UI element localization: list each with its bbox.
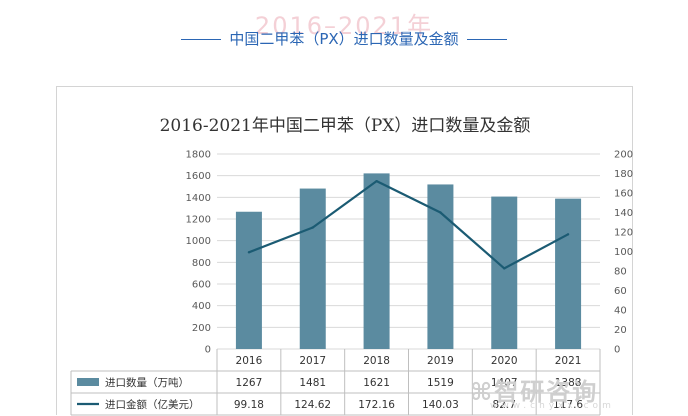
y-tick-right-label: 120 [614,228,633,239]
header-title: 中国二甲苯（PX）进口数量及金额 [0,28,688,49]
y-tick-left-label: 800 [192,258,211,269]
chart-svg: 2016-2021年中国二甲苯（PX）进口数量及金额 0200400600800… [70,116,633,416]
logo-icon: ⌘ [470,378,495,406]
y-tick-right-label: 160 [614,189,633,200]
line-point [247,251,251,254]
logo: ⌘智研咨询 [470,372,598,407]
x-tick-label: 2018 [363,355,390,367]
y-tick-right-label: 40 [614,306,627,317]
line-series-path [248,179,569,270]
y-tick-left-label: 1400 [186,193,211,204]
data-label: 140.03 [422,399,459,411]
line-point [503,267,506,270]
watermark-title: 2016–2021年 [254,12,434,40]
y-tick-right-label: 140 [614,208,633,219]
y-tick-left-label: 1000 [186,236,211,247]
data-label: 172.16 [358,399,395,411]
x-tick-label: 2017 [299,355,326,367]
data-label: 124.62 [294,399,331,411]
data-label: 1621 [363,377,390,389]
data-label: 1519 [427,377,454,389]
data-label: 99.18 [234,399,264,411]
logo-subtext: www.chyxx.com [490,401,615,411]
chart-title: 2016-2021年中国二甲苯（PX）进口数量及金额 [160,116,531,136]
grid-lines [217,153,600,350]
bar [363,173,390,349]
y-tick-right-label: 20 [614,325,627,336]
legend-swatch-bar [77,378,99,386]
x-tick-label: 2019 [427,355,454,367]
y-tick-right-label: 100 [614,247,633,258]
y-tick-left-label: 600 [192,280,211,291]
data-label: 1481 [299,377,326,389]
legend-label: 进口金额（亿美元） [105,398,200,411]
line-point [375,179,378,183]
data-table: 2016 2017 2018 2019 2020 2021 进口数量（万吨） 进口金额（亿美元… [70,349,601,416]
line-point [439,211,442,214]
y-axis-left-labels: 0 200 400 600 800 1000 1200 1400 1600 1800 [186,150,211,356]
x-tick-label: 2016 [236,355,263,367]
y-tick-right-label: 60 [614,286,627,297]
y-tick-right-label: 180 [614,169,633,180]
y-axis-right-labels: 0 20 40 60 80 100 120 140 160 180 200 [614,150,633,356]
data-label: 117.6 [553,399,583,411]
header-title-text: 中国二甲苯（PX）进口数量及金额 [229,30,459,48]
y-tick-left-label: 200 [192,323,211,334]
bar [235,211,262,349]
y-tick-right-label: 0 [614,345,620,356]
y-tick-left-label: 1800 [186,150,211,161]
data-label: 1388 [555,377,582,389]
data-label: 1267 [236,377,263,389]
y-tick-left-label: 0 [205,345,211,356]
line-point [566,233,570,236]
header-rule-left [181,39,222,40]
bar-series [235,173,582,349]
bar [555,198,582,349]
data-label: 82.7 [493,399,516,411]
x-tick-label: 2021 [555,355,582,367]
bar [299,188,326,349]
legend-label: 进口数量（万吨） [105,376,189,389]
x-tick-label: 2020 [491,355,518,367]
y-tick-left-label: 1600 [186,171,211,182]
bar [491,196,518,349]
line-point [311,226,314,229]
line-series [247,179,570,270]
y-tick-right-label: 80 [614,267,627,278]
y-tick-left-label: 1200 [186,215,211,226]
data-label: 1407 [491,377,518,389]
chart-frame: 2016-2021年中国二甲苯（PX）进口数量及金额 0 200 400 600 800… [56,86,633,416]
y-tick-right-label: 200 [614,150,633,161]
y-tick-left-label: 400 [192,301,211,312]
logo-text: 智研咨询 [494,378,599,406]
header-rule-right [466,39,507,40]
